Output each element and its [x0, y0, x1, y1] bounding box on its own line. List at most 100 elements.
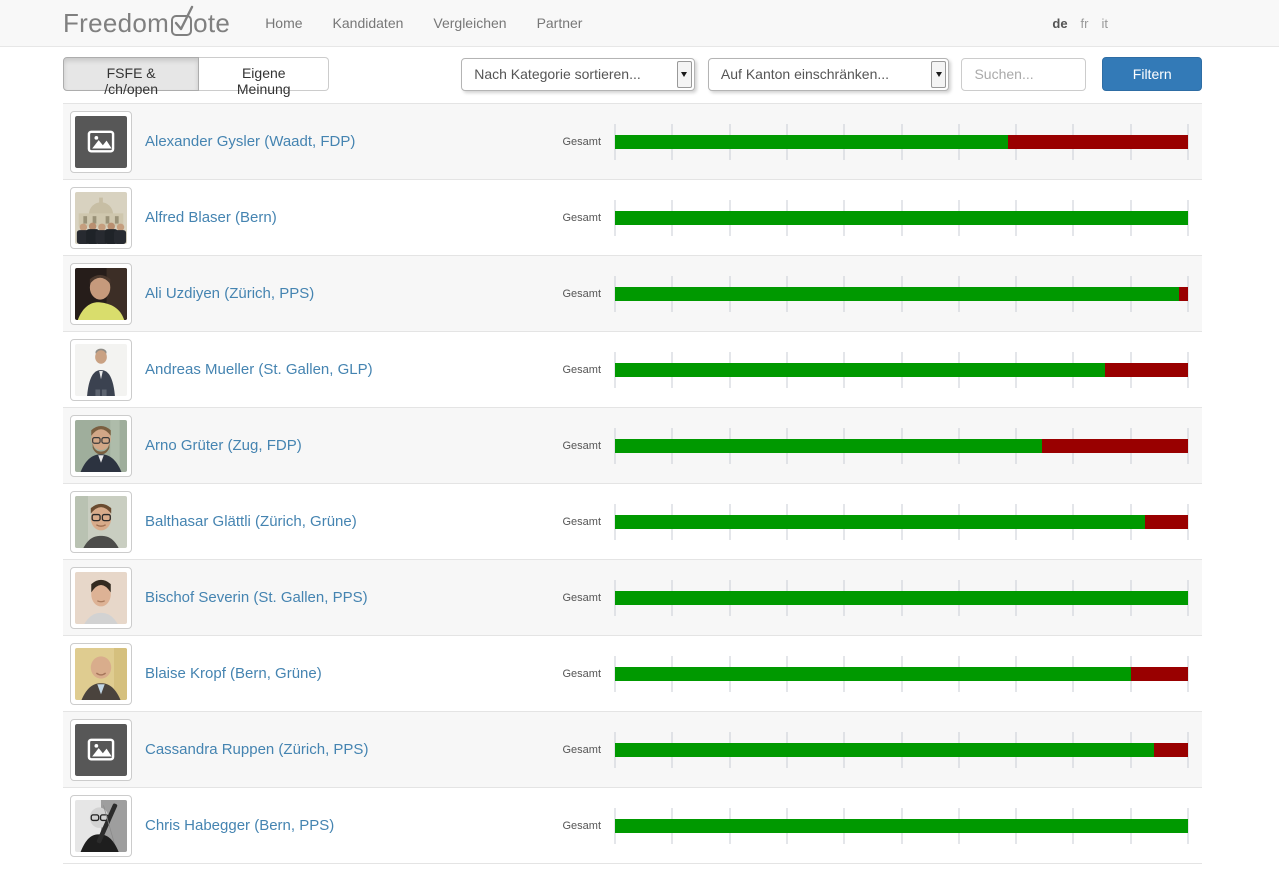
- score-label: Gesamt: [562, 819, 601, 832]
- bar-red-segment: [1007, 134, 1188, 149]
- chevron-down-icon: [681, 71, 688, 77]
- lang-it[interactable]: it: [1101, 15, 1109, 31]
- bar-red-segment: [1130, 666, 1188, 681]
- score-bar: [614, 807, 1189, 844]
- candidate-row: Arno Grüter (Zug, FDP) Gesamt: [63, 407, 1202, 483]
- score-bar: [614, 123, 1189, 160]
- score-bar: [614, 351, 1189, 388]
- candidate-name-link[interactable]: Alfred Blaser (Bern): [145, 209, 277, 226]
- canton-filter-select[interactable]: Auf Kanton einschränken...: [707, 57, 950, 91]
- candidate-photo[interactable]: [70, 566, 132, 629]
- candidate-photo[interactable]: [70, 794, 132, 857]
- logo-text-post: ote: [193, 7, 231, 38]
- lang-de[interactable]: de: [1052, 15, 1068, 31]
- candidate-name-link[interactable]: Chris Habegger (Bern, PPS): [145, 817, 335, 834]
- bar-track: [615, 286, 1188, 301]
- top-navbar: Freedom ote Home Kandidaten Vergleichen P…: [0, 0, 1279, 47]
- bar-track: [615, 362, 1188, 377]
- score-bar: [614, 655, 1189, 692]
- select-caret-box: [931, 60, 947, 88]
- bar-track: [615, 666, 1188, 681]
- candidate-photo[interactable]: [70, 490, 132, 553]
- candidate-row: Cassandra Ruppen (Zürich, PPS) Gesamt: [63, 711, 1202, 787]
- candidate-row: Chris Habegger (Bern, PPS) Gesamt: [63, 787, 1202, 863]
- bar-green-segment: [615, 818, 1188, 833]
- candidate-name-link[interactable]: Arno Grüter (Zug, FDP): [145, 437, 302, 454]
- bar-track: [615, 514, 1188, 529]
- bar-track: [615, 742, 1188, 757]
- candidate-photo[interactable]: [70, 338, 132, 401]
- category-sort-select[interactable]: Nach Kategorie sortieren...: [461, 57, 695, 91]
- score-label: Gesamt: [562, 515, 601, 528]
- candidate-photo[interactable]: [70, 642, 132, 705]
- candidate-row: Blaise Kropf (Bern, Grüne) Gesamt: [63, 635, 1202, 711]
- candidate-photo[interactable]: [70, 262, 132, 325]
- candidate-row: Alexander Gysler (Waadt, FDP) Gesamt: [63, 103, 1202, 179]
- bar-red-segment: [1153, 742, 1188, 757]
- bar-green-segment: [615, 742, 1154, 757]
- candidate-name-link[interactable]: Bischof Severin (St. Gallen, PPS): [145, 589, 368, 606]
- candidate-name-link[interactable]: Cassandra Ruppen (Zürich, PPS): [145, 741, 369, 758]
- score-label: Gesamt: [562, 287, 601, 300]
- candidate-photo[interactable]: [70, 110, 132, 173]
- lang-fr[interactable]: fr: [1080, 15, 1089, 31]
- nav-item-vergleichen[interactable]: Vergleichen: [433, 15, 507, 31]
- bar-green-segment: [615, 514, 1146, 529]
- score-label: Gesamt: [562, 211, 601, 224]
- mode-button-fsfe[interactable]: FSFE & /ch/open: [63, 57, 200, 97]
- category-sort-select-value: Nach Kategorie sortieren...: [474, 66, 641, 82]
- main-nav: Home Kandidaten Vergleichen Partner: [250, 15, 597, 31]
- filter-toolbar: FSFE & /ch/open Eigene Meinung Nach Kate…: [63, 57, 1202, 97]
- score-label: Gesamt: [562, 667, 601, 680]
- score-label: Gesamt: [562, 591, 601, 604]
- score-bar: [614, 199, 1189, 236]
- bar-green-segment: [615, 286, 1180, 301]
- candidate-name-link[interactable]: Andreas Mueller (St. Gallen, GLP): [145, 361, 373, 378]
- candidate-row: Alfred Blaser (Bern) Gesamt: [63, 179, 1202, 255]
- candidate-list: Alexander Gysler (Waadt, FDP) Gesamt Alf…: [63, 103, 1202, 864]
- score-label: Gesamt: [562, 135, 601, 148]
- bar-green-segment: [615, 590, 1188, 605]
- bar-track: [615, 590, 1188, 605]
- candidate-photo[interactable]: [70, 718, 132, 781]
- nav-item-partner[interactable]: Partner: [536, 15, 583, 31]
- score-label: Gesamt: [562, 439, 601, 452]
- mode-button-eigene-meinung[interactable]: Eigene Meinung: [199, 57, 330, 97]
- bar-green-segment: [615, 210, 1188, 225]
- candidate-name-link[interactable]: Ali Uzdiyen (Zürich, PPS): [145, 285, 315, 302]
- bar-track: [615, 818, 1188, 833]
- bar-track: [615, 134, 1188, 149]
- score-label: Gesamt: [562, 363, 601, 376]
- score-bar: [614, 579, 1189, 616]
- score-label: Gesamt: [562, 743, 601, 756]
- bar-red-segment: [1145, 514, 1188, 529]
- language-switcher: de fr it: [1052, 16, 1202, 31]
- nav-item-home[interactable]: Home: [265, 15, 303, 31]
- nav-item-kandidaten[interactable]: Kandidaten: [332, 15, 404, 31]
- candidate-name-link[interactable]: Balthasar Glättli (Zürich, Grüne): [145, 513, 357, 530]
- search-input[interactable]: [961, 57, 1087, 91]
- logo-checkbox-icon: [171, 5, 194, 36]
- candidate-photo[interactable]: [70, 414, 132, 477]
- filter-button[interactable]: Filtern: [1102, 57, 1202, 91]
- bar-green-segment: [615, 362, 1105, 377]
- candidate-name-link[interactable]: Alexander Gysler (Waadt, FDP): [145, 133, 356, 150]
- score-bar: [614, 503, 1189, 540]
- select-caret-box: [676, 60, 692, 88]
- bar-green-segment: [615, 666, 1131, 681]
- score-bar: [614, 275, 1189, 312]
- bar-green-segment: [615, 438, 1042, 453]
- mode-toggle-group: FSFE & /ch/open Eigene Meinung: [63, 57, 330, 97]
- chevron-down-icon: [935, 71, 942, 77]
- candidate-name-link[interactable]: Blaise Kropf (Bern, Grüne): [145, 665, 322, 682]
- canton-filter-select-value: Auf Kanton einschränken...: [720, 66, 890, 82]
- score-bar: [614, 731, 1189, 768]
- candidate-row: Andreas Mueller (St. Gallen, GLP) Gesamt: [63, 331, 1202, 407]
- candidate-row: Bischof Severin (St. Gallen, PPS) Gesamt: [63, 559, 1202, 635]
- score-bar: [614, 427, 1189, 464]
- logo[interactable]: Freedom ote: [63, 5, 231, 39]
- candidate-photo[interactable]: [70, 186, 132, 249]
- bar-red-segment: [1179, 286, 1188, 301]
- bar-track: [615, 210, 1188, 225]
- bar-red-segment: [1041, 438, 1188, 453]
